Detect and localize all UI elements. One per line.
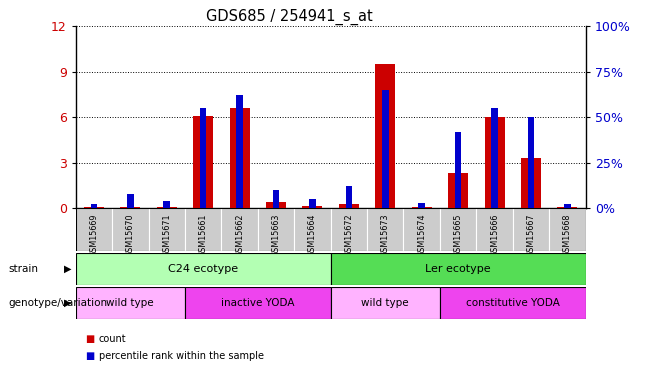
Bar xyxy=(549,208,586,251)
Bar xyxy=(84,207,104,208)
Title: GDS685 / 254941_s_at: GDS685 / 254941_s_at xyxy=(207,9,373,25)
Text: C24 ecotype: C24 ecotype xyxy=(168,264,238,274)
Bar xyxy=(127,194,134,208)
Bar xyxy=(309,199,316,208)
Text: GSM15662: GSM15662 xyxy=(235,213,244,257)
Bar xyxy=(272,190,279,208)
Text: GSM15665: GSM15665 xyxy=(453,213,463,257)
Bar xyxy=(258,208,294,251)
Bar xyxy=(236,95,243,208)
Text: Ler ecotype: Ler ecotype xyxy=(425,264,491,274)
Bar xyxy=(521,158,541,208)
Bar xyxy=(375,64,395,208)
Bar xyxy=(149,208,185,251)
Text: GSM15673: GSM15673 xyxy=(381,213,390,257)
Bar xyxy=(76,287,185,319)
Text: GSM15670: GSM15670 xyxy=(126,213,135,257)
Bar xyxy=(230,108,249,208)
Bar xyxy=(193,116,213,208)
Bar xyxy=(440,287,586,319)
Text: genotype/variation: genotype/variation xyxy=(9,298,108,308)
Bar xyxy=(455,132,461,208)
Bar xyxy=(120,207,140,208)
Bar xyxy=(412,207,432,208)
Bar xyxy=(403,208,440,251)
Text: wild type: wild type xyxy=(361,298,409,308)
Text: GSM15671: GSM15671 xyxy=(163,213,171,257)
Bar xyxy=(382,90,389,208)
Bar xyxy=(91,204,97,208)
Bar xyxy=(294,208,330,251)
Bar xyxy=(200,108,207,208)
Text: count: count xyxy=(99,334,126,344)
Text: wild type: wild type xyxy=(107,298,154,308)
Text: GSM15661: GSM15661 xyxy=(199,213,208,256)
Bar xyxy=(557,207,578,208)
Text: ■: ■ xyxy=(86,334,95,344)
Text: GSM15664: GSM15664 xyxy=(308,213,317,256)
Text: ▶: ▶ xyxy=(64,298,71,308)
Text: ■: ■ xyxy=(86,351,95,361)
Text: GSM15666: GSM15666 xyxy=(490,213,499,256)
Bar xyxy=(266,202,286,208)
Bar xyxy=(303,206,322,208)
Bar xyxy=(476,208,513,251)
Bar xyxy=(185,208,221,251)
Bar xyxy=(339,204,359,208)
Bar xyxy=(185,287,330,319)
Text: GSM15667: GSM15667 xyxy=(526,213,536,257)
Bar xyxy=(112,208,149,251)
Bar xyxy=(76,253,330,285)
Bar xyxy=(440,208,476,251)
Text: ▶: ▶ xyxy=(64,264,71,274)
Bar xyxy=(345,186,352,208)
Bar xyxy=(528,117,534,208)
Text: inactive YODA: inactive YODA xyxy=(221,298,295,308)
Bar xyxy=(367,208,403,251)
Bar xyxy=(157,207,177,208)
Bar xyxy=(418,202,425,208)
Bar xyxy=(221,208,258,251)
Bar xyxy=(330,287,440,319)
Text: GSM15669: GSM15669 xyxy=(89,213,99,257)
Bar xyxy=(76,208,112,251)
Text: GSM15672: GSM15672 xyxy=(344,213,353,257)
Bar xyxy=(330,208,367,251)
Bar xyxy=(330,253,586,285)
Text: GSM15668: GSM15668 xyxy=(563,213,572,256)
Bar xyxy=(492,108,498,208)
Bar xyxy=(484,117,505,208)
Text: GSM15674: GSM15674 xyxy=(417,213,426,257)
Bar xyxy=(448,173,468,208)
Text: percentile rank within the sample: percentile rank within the sample xyxy=(99,351,264,361)
Bar xyxy=(564,204,570,208)
Bar xyxy=(163,201,170,208)
Text: strain: strain xyxy=(9,264,39,274)
Bar xyxy=(513,208,549,251)
Text: constitutive YODA: constitutive YODA xyxy=(466,298,560,308)
Text: GSM15663: GSM15663 xyxy=(272,213,280,256)
